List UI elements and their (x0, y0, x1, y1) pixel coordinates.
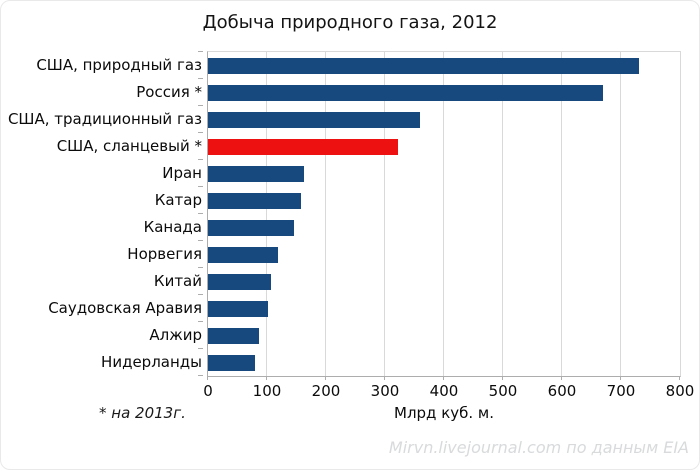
bar (208, 327, 260, 344)
plot-area (207, 51, 681, 377)
bar (208, 192, 301, 209)
bar (208, 111, 421, 128)
bar (208, 165, 304, 182)
category-label: Норвегия (127, 244, 202, 263)
x-tick-mark (502, 376, 503, 380)
x-tick-label: 200 (311, 382, 341, 400)
y-tick-mark (198, 375, 203, 376)
y-tick-mark (198, 267, 203, 268)
x-tick-label: 800 (665, 382, 695, 400)
x-tick-label: 700 (606, 382, 636, 400)
footnote: * на 2013г. (99, 404, 186, 422)
x-tick-mark (443, 376, 444, 380)
gridline (384, 52, 385, 376)
x-tick-mark (207, 376, 208, 380)
bar (208, 219, 294, 236)
x-tick-label: 500 (488, 382, 518, 400)
category-label: Алжир (149, 325, 202, 344)
y-tick-mark (198, 51, 203, 52)
category-label: Китай (153, 271, 202, 290)
y-tick-mark (198, 240, 203, 241)
category-label: США, сланцевый * (56, 136, 202, 155)
category-label: Саудовская Аравия (48, 298, 202, 317)
y-tick-mark (198, 78, 203, 79)
category-label: США, природный газ (36, 55, 202, 74)
y-tick-mark (198, 348, 203, 349)
bar (208, 57, 639, 74)
y-tick-mark (198, 213, 203, 214)
x-tick-label: 400 (429, 382, 459, 400)
x-tick-mark (620, 376, 621, 380)
y-tick-mark (198, 294, 203, 295)
category-label: Нидерланды (101, 352, 202, 371)
watermark: Mirvn.livejournal.com по данным EIA (388, 438, 689, 457)
category-label: Канада (143, 217, 202, 236)
bar (208, 138, 398, 155)
x-tick-mark (679, 376, 680, 380)
y-tick-mark (198, 321, 203, 322)
x-tick-label: 0 (203, 382, 213, 400)
y-tick-mark (198, 132, 203, 133)
category-label: Катар (154, 190, 202, 209)
x-tick-label: 300 (370, 382, 400, 400)
gridline (561, 52, 562, 376)
category-label: Иран (162, 163, 202, 182)
gridline (620, 52, 621, 376)
category-label: США, традиционный газ (7, 109, 202, 128)
bar (208, 354, 256, 371)
x-tick-label: 600 (547, 382, 577, 400)
gridline (502, 52, 503, 376)
gridline (443, 52, 444, 376)
x-tick-mark (561, 376, 562, 380)
category-label: Россия * (136, 82, 202, 101)
y-tick-mark (198, 186, 203, 187)
bar (208, 273, 272, 290)
bar (208, 246, 278, 263)
x-tick-mark (384, 376, 385, 380)
bar (208, 84, 604, 101)
x-tick-label: 100 (252, 382, 282, 400)
bar (208, 300, 268, 317)
x-axis-title: Млрд куб. м. (394, 404, 494, 422)
chart-title: Добыча природного газа, 2012 (202, 12, 498, 33)
y-tick-mark (198, 159, 203, 160)
gridline (325, 52, 326, 376)
x-tick-mark (266, 376, 267, 380)
gridline (266, 52, 267, 376)
y-tick-mark (198, 105, 203, 106)
y-axis-labels: США, природный газ Россия * США, традицион… (1, 51, 202, 375)
x-tick-mark (325, 376, 326, 380)
